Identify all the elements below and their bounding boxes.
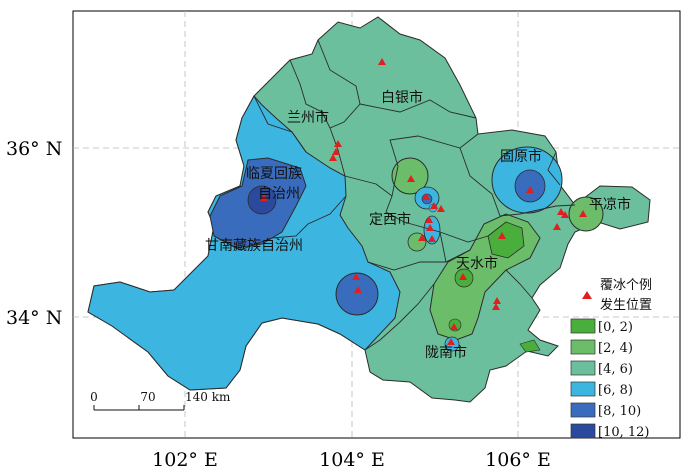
region-dingxi-north-2-4 xyxy=(391,157,429,195)
icing-case-marker-icon xyxy=(422,193,430,200)
x-tick-104e: 104° E xyxy=(319,449,385,471)
legend-class-label: [10, 12) xyxy=(598,425,650,440)
legend-swatch xyxy=(570,339,596,355)
region-pingliang-2-4 xyxy=(568,196,604,232)
region-sw-8-10 xyxy=(335,272,379,316)
legend-class-label: [4, 6) xyxy=(598,362,633,377)
city-label-lanzhou: 兰州市 xyxy=(287,109,329,126)
scale-label-0: 0 xyxy=(90,390,98,404)
icing-case-marker-icon xyxy=(425,216,433,223)
region-tianshui-0-2 xyxy=(487,221,525,259)
icing-case-marker-icon xyxy=(579,210,587,217)
city-label-pingliang: 平凉市 xyxy=(589,196,631,213)
icing-case-marker-icon xyxy=(426,224,434,231)
city-label-longnan: 陇南市 xyxy=(425,344,467,361)
legend-class-label: [6, 8) xyxy=(598,383,633,398)
icing-case-marker-icon xyxy=(492,303,500,310)
icing-case-marker-icon xyxy=(447,338,455,345)
legend-swatch xyxy=(570,381,596,397)
y-tick-34n: 34° N xyxy=(6,307,62,329)
city-label-linxia-2: 自治州 xyxy=(258,186,300,202)
legend-class-label: [2, 4) xyxy=(598,341,633,356)
scale-bar: 0 70 140 km xyxy=(90,390,231,411)
city-label-tianshui: 天水市 xyxy=(456,255,498,272)
city-label-gannan: 甘南藏族自治州 xyxy=(205,238,303,254)
x-tick-106e: 106° E xyxy=(485,449,551,471)
icing-case-marker-icon xyxy=(329,154,337,161)
icing-case-marker-icon xyxy=(332,148,340,155)
icing-case-marker-icon xyxy=(557,208,565,215)
icing-case-marker-icon xyxy=(354,286,362,293)
city-label-dingxi: 定西市 xyxy=(369,211,411,228)
icing-case-marker-icon xyxy=(352,273,360,280)
icing-case-markers xyxy=(260,58,587,345)
icing-case-marker-icon xyxy=(378,58,386,65)
icing-case-marker-icon xyxy=(260,194,268,201)
icing-case-marker-icon xyxy=(437,205,445,212)
legend-classes: [0, 2) [2, 4) [4, 6) [6, 8) [8, 10) [10, 12) xyxy=(570,318,650,440)
city-label-guyuan: 固原市 xyxy=(500,148,542,165)
icing-case-marker-icon xyxy=(526,186,534,193)
icing-case-marker-icon xyxy=(418,234,426,241)
map-frame xyxy=(72,10,681,439)
icing-case-marker-icon xyxy=(459,273,467,280)
icing-case-marker-icon xyxy=(561,211,569,218)
icing-case-marker-icon xyxy=(428,235,436,242)
scale-label-140: 140 km xyxy=(185,390,231,404)
icing-case-marker-icon xyxy=(430,202,438,209)
legend-marker-label-2: 发生位置 xyxy=(600,297,652,313)
icing-case-marker-icon xyxy=(498,232,506,239)
legend-triangle-icon xyxy=(582,291,592,299)
legend-swatch xyxy=(570,318,596,334)
region-south-0-2 xyxy=(519,339,541,353)
x-tick-102e: 102° E xyxy=(152,449,218,471)
scale-label-70: 70 xyxy=(140,390,155,404)
city-label-linxia-1: 临夏回族 xyxy=(246,166,302,182)
icing-case-marker-icon xyxy=(553,223,561,230)
icing-case-marker-icon xyxy=(450,323,458,330)
legend-swatch xyxy=(570,423,596,439)
y-tick-36n: 36° N xyxy=(6,138,62,160)
legend-class-label: [8, 10) xyxy=(598,404,641,419)
prefecture-boundaries xyxy=(213,39,576,351)
legend-class-label: [0, 2) xyxy=(598,320,633,335)
city-label-baiyin: 白银市 xyxy=(381,89,423,106)
legend-swatch xyxy=(570,360,596,376)
legend-swatch xyxy=(570,402,596,418)
region-dingxi-2-4 xyxy=(407,232,427,252)
icing-case-marker-icon xyxy=(334,140,342,147)
icing-case-marker-icon xyxy=(407,175,415,182)
icing-case-marker-icon xyxy=(493,297,501,304)
legend: 覆冰个例 发生位置 [0, 2) [2, 4) [4, 6) [6, 8) [8, 10… xyxy=(570,278,652,440)
legend-marker-label-1: 覆冰个例 xyxy=(600,278,652,293)
